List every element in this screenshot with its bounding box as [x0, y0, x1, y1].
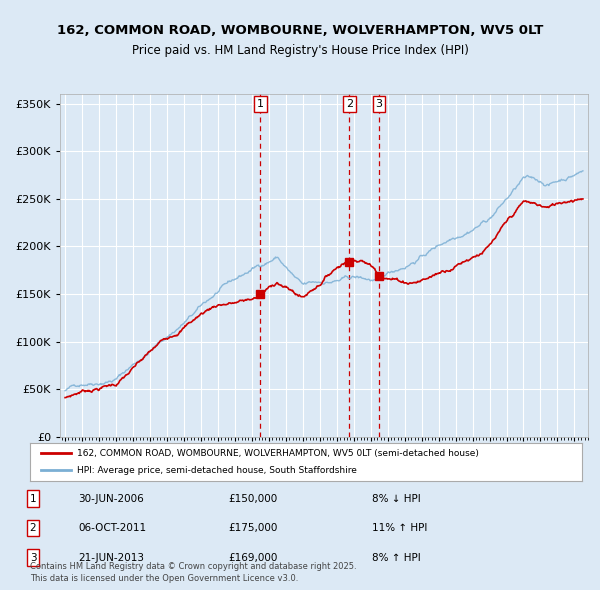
Text: 3: 3 — [29, 553, 37, 562]
Text: 162, COMMON ROAD, WOMBOURNE, WOLVERHAMPTON, WV5 0LT (semi-detached house): 162, COMMON ROAD, WOMBOURNE, WOLVERHAMPT… — [77, 449, 479, 458]
Text: 8% ↑ HPI: 8% ↑ HPI — [372, 553, 421, 562]
Text: 2: 2 — [346, 99, 353, 109]
Text: £150,000: £150,000 — [228, 494, 277, 503]
Text: 1: 1 — [257, 99, 264, 109]
Text: £175,000: £175,000 — [228, 523, 277, 533]
Text: 11% ↑ HPI: 11% ↑ HPI — [372, 523, 427, 533]
Text: Price paid vs. HM Land Registry's House Price Index (HPI): Price paid vs. HM Land Registry's House … — [131, 44, 469, 57]
Text: 30-JUN-2006: 30-JUN-2006 — [78, 494, 144, 503]
Text: HPI: Average price, semi-detached house, South Staffordshire: HPI: Average price, semi-detached house,… — [77, 466, 357, 474]
Text: £169,000: £169,000 — [228, 553, 277, 562]
Text: 1: 1 — [29, 494, 37, 503]
Text: Contains HM Land Registry data © Crown copyright and database right 2025.
This d: Contains HM Land Registry data © Crown c… — [30, 562, 356, 583]
Text: 3: 3 — [376, 99, 383, 109]
Text: 2: 2 — [29, 523, 37, 533]
Text: 8% ↓ HPI: 8% ↓ HPI — [372, 494, 421, 503]
Text: 06-OCT-2011: 06-OCT-2011 — [78, 523, 146, 533]
Text: 21-JUN-2013: 21-JUN-2013 — [78, 553, 144, 562]
Text: 162, COMMON ROAD, WOMBOURNE, WOLVERHAMPTON, WV5 0LT: 162, COMMON ROAD, WOMBOURNE, WOLVERHAMPT… — [57, 24, 543, 37]
